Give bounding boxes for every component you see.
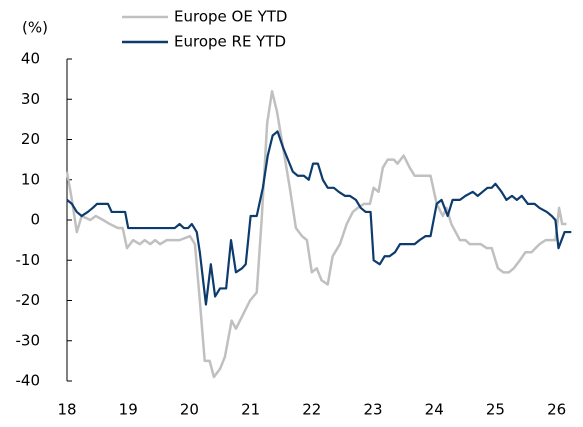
x-tick-label: 20 <box>180 401 199 419</box>
legend-label: Europe OE YTD <box>174 8 287 26</box>
y-tick-label: 10 <box>21 170 40 188</box>
x-tick-label: 25 <box>486 401 505 419</box>
y-tick-label: -20 <box>16 291 41 309</box>
x-tick-label: 18 <box>57 401 76 419</box>
series-line <box>66 130 572 306</box>
x-tick-label: 22 <box>302 401 321 419</box>
y-tick-label: -10 <box>16 251 41 269</box>
x-tick-label: 26 <box>547 401 566 419</box>
series-line <box>65 89 567 379</box>
x-tick-label: 19 <box>119 401 138 419</box>
legend-label: Europe RE YTD <box>174 33 286 51</box>
y-tick-label: 0 <box>30 211 40 229</box>
x-tick-label: 21 <box>241 401 260 419</box>
y-tick-label: 40 <box>21 50 40 68</box>
y-unit-label: (%) <box>22 19 48 37</box>
x-tick-label: 24 <box>425 401 444 419</box>
y-tick-label: -30 <box>16 331 41 349</box>
y-tick-label: 20 <box>21 130 40 148</box>
x-tick-label: 23 <box>363 401 382 419</box>
y-tick-label: 30 <box>21 90 40 108</box>
y-tick-label: -40 <box>16 372 41 390</box>
